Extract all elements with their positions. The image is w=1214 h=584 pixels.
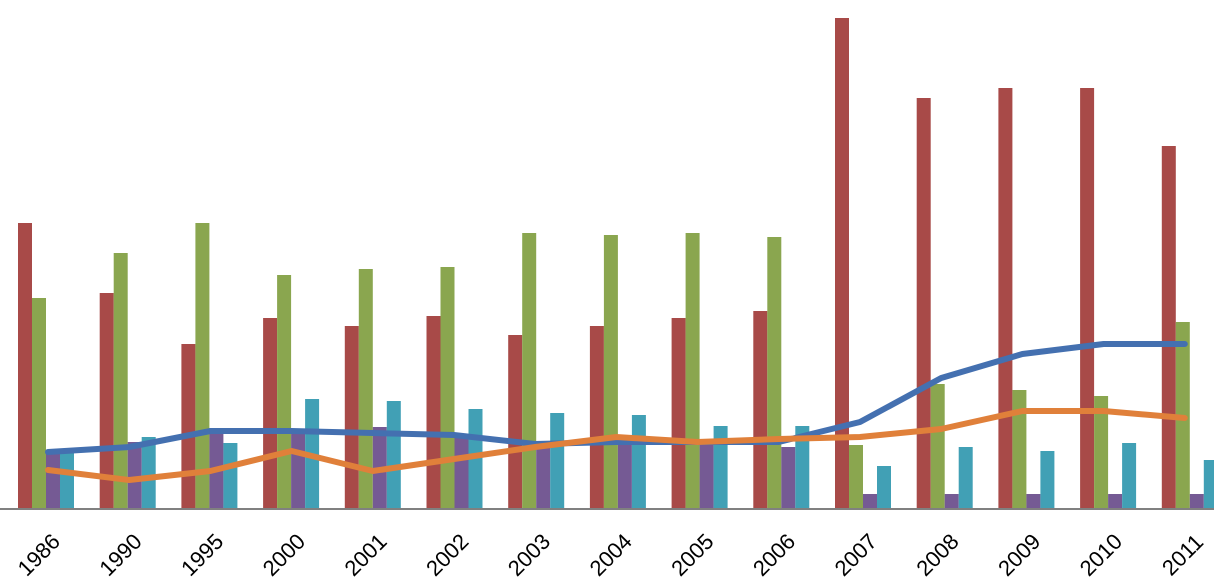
x-tick-label-1995: 1995: [176, 529, 228, 581]
bar-s4-2010: [1122, 443, 1137, 508]
bar-s2-2001: [358, 269, 373, 508]
bar-s3-2007: [863, 494, 877, 508]
line-series-2: [45, 408, 1188, 483]
x-tick-label-2007: 2007: [830, 529, 882, 581]
bar-s1-2004: [589, 326, 604, 508]
bar-s1-2003: [508, 335, 523, 508]
bar-s4-2011: [1203, 460, 1214, 508]
x-tick-label-2006: 2006: [748, 529, 800, 581]
bar-s1-1986: [18, 223, 32, 508]
bar-s2-2006: [767, 237, 782, 508]
bar-s3-2004: [617, 442, 632, 508]
bar-s1-2010: [1080, 88, 1095, 508]
x-tick-label-2005: 2005: [666, 529, 718, 581]
x-tick-label-2001: 2001: [339, 529, 391, 581]
bar-s3-2009: [1026, 494, 1041, 508]
bar-s3-2006: [781, 447, 796, 508]
bar-s1-2009: [998, 88, 1013, 508]
bar-s1-2005: [671, 318, 686, 508]
bar-s4-2008: [958, 447, 973, 508]
bar-s1-2008: [916, 98, 931, 508]
bar-s2-1995: [195, 223, 210, 508]
x-tick-label-2004: 2004: [585, 529, 637, 581]
line-series-1: [45, 341, 1188, 455]
bar-s4-2001: [386, 401, 401, 508]
bar-s1-2011: [1161, 146, 1176, 508]
bar-s1-2001: [344, 326, 359, 508]
bar-s3-2002: [454, 435, 469, 508]
x-tick-label-2003: 2003: [503, 529, 555, 581]
bar-s2-2000: [277, 275, 292, 508]
x-axis-ticks: 1986 1990 1995 2000 2001 2002 2003 2004 2005 2006…: [13, 529, 1209, 581]
bar-s2-1986: [32, 298, 46, 508]
bar-s1-1990: [99, 293, 114, 508]
bar-s2-1990: [113, 253, 128, 508]
bar-s3-2000: [291, 431, 306, 508]
x-tick-label-2010: 2010: [1075, 529, 1127, 581]
bar-s3-2005: [699, 444, 714, 508]
bar-s1-2007: [835, 18, 849, 508]
bar-s3-2011: [1189, 494, 1204, 508]
bar-s2-2003: [522, 233, 537, 508]
bar-s3-2008: [944, 494, 959, 508]
bar-s4-1990: [141, 437, 156, 508]
bar-s4-2007: [877, 466, 891, 508]
bar-s3-1990: [127, 442, 142, 508]
bar-s3-1986: [46, 453, 60, 508]
bar-s2-2007: [849, 445, 863, 508]
x-tick-label-1986: 1986: [13, 529, 65, 581]
x-tick-label-2008: 2008: [911, 529, 963, 581]
bar-s2-2002: [440, 267, 455, 508]
bar-s1-2002: [426, 316, 441, 508]
bar-s4-2004: [631, 415, 646, 508]
bar-s2-2008: [930, 384, 945, 508]
bar-s4-2005: [713, 426, 728, 508]
bar-s4-1995: [223, 443, 238, 508]
bar-s2-2010: [1094, 396, 1109, 508]
x-tick-label-2000: 2000: [258, 529, 310, 581]
x-tick-label-2002: 2002: [421, 529, 473, 581]
bar-s2-2004: [603, 235, 618, 508]
x-tick-label-2009: 2009: [993, 529, 1045, 581]
x-tick-label-2011: 2011: [1157, 529, 1208, 580]
bar-s1-1995: [181, 344, 196, 508]
bar-s4-2003: [550, 413, 565, 508]
bar-s4-1986: [60, 453, 74, 508]
bar-s3-2010: [1108, 494, 1123, 508]
bar-s1-2006: [753, 311, 768, 508]
bar-s2-2009: [1012, 390, 1027, 508]
bar-s4-2009: [1040, 451, 1055, 508]
lines-layer: [45, 341, 1188, 483]
bar-s1-2000: [263, 318, 278, 508]
x-tick-label-1990: 1990: [94, 529, 146, 581]
bar-s2-2005: [685, 233, 700, 508]
bar-s4-2006: [795, 426, 810, 508]
bar-s3-2003: [536, 446, 551, 508]
